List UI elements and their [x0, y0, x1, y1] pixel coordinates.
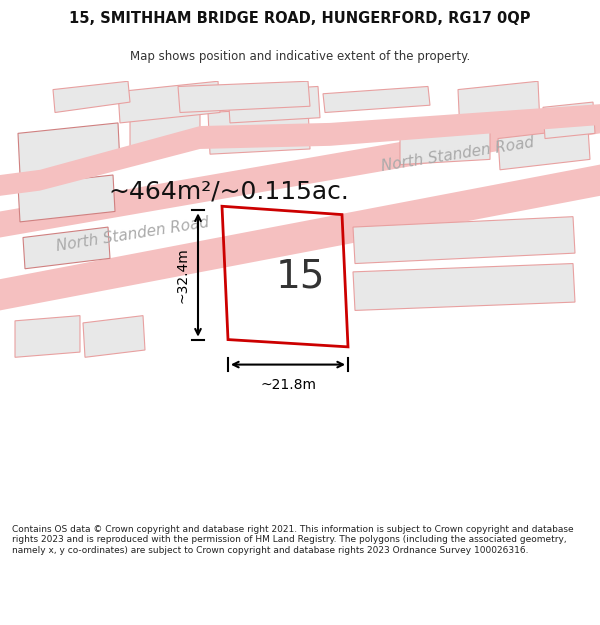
Polygon shape — [178, 81, 310, 112]
Polygon shape — [0, 104, 600, 196]
Polygon shape — [23, 227, 110, 269]
Text: ~21.8m: ~21.8m — [260, 378, 316, 392]
Polygon shape — [228, 86, 320, 123]
Text: 15: 15 — [275, 258, 325, 296]
Text: ~464m²/~0.115ac.: ~464m²/~0.115ac. — [108, 179, 349, 203]
Polygon shape — [458, 81, 540, 133]
Polygon shape — [118, 81, 220, 123]
Polygon shape — [543, 102, 595, 139]
Polygon shape — [323, 86, 430, 112]
Polygon shape — [353, 264, 575, 311]
Polygon shape — [498, 128, 590, 170]
Polygon shape — [83, 316, 145, 357]
Polygon shape — [353, 217, 575, 264]
Text: ~32.4m: ~32.4m — [176, 247, 190, 303]
Text: North Standen Road: North Standen Road — [380, 134, 535, 174]
Text: 15, SMITHHAM BRIDGE ROAD, HUNGERFORD, RG17 0QP: 15, SMITHHAM BRIDGE ROAD, HUNGERFORD, RG… — [69, 11, 531, 26]
Text: Contains OS data © Crown copyright and database right 2021. This information is : Contains OS data © Crown copyright and d… — [12, 525, 574, 555]
Polygon shape — [208, 107, 310, 154]
Polygon shape — [400, 123, 490, 164]
Polygon shape — [0, 164, 600, 311]
Polygon shape — [53, 81, 130, 112]
Polygon shape — [130, 102, 200, 154]
Text: North Standen Road: North Standen Road — [55, 215, 210, 254]
Text: Map shows position and indicative extent of the property.: Map shows position and indicative extent… — [130, 50, 470, 62]
Polygon shape — [18, 175, 115, 222]
Polygon shape — [15, 316, 80, 357]
Polygon shape — [0, 107, 600, 238]
Polygon shape — [18, 123, 120, 175]
